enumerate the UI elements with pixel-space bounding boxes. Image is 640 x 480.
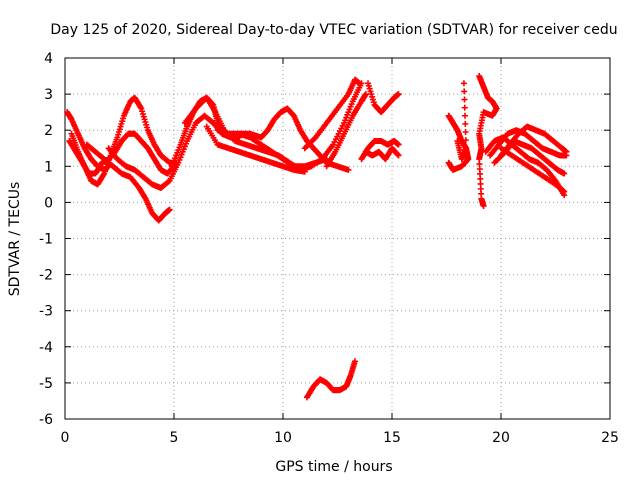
y-tick-label: 1 (44, 159, 53, 175)
data-point-marker (463, 145, 470, 152)
series-arc-9 (214, 105, 352, 173)
x-tick-label: 0 (61, 430, 70, 446)
data-point-marker (356, 80, 363, 87)
series-arc-22 (498, 145, 568, 195)
data-point-marker (561, 188, 568, 195)
data-point-marker (480, 203, 487, 210)
x-tick-label: 15 (383, 430, 401, 446)
x-tick-label: 20 (492, 430, 510, 446)
data-point-marker (462, 120, 469, 127)
series-arc-10 (301, 76, 363, 152)
data-point-marker (362, 91, 369, 98)
data-point-marker (461, 96, 468, 103)
data-point-marker (394, 151, 401, 158)
data-point-marker (461, 88, 468, 95)
data-point-marker (445, 159, 452, 166)
series-arc-23 (491, 138, 568, 177)
series-arc-15 (303, 358, 358, 401)
data-point-marker (462, 137, 469, 144)
x-tick-label: 5 (170, 430, 179, 446)
y-tick-label: -1 (39, 232, 53, 248)
series-arc-16 (445, 112, 472, 173)
series-arc-3 (68, 94, 180, 188)
data-point-marker (563, 148, 570, 155)
x-axis-ticks: 0 5 10 15 20 25 (61, 58, 619, 446)
chart-title: Day 125 of 2020, Sidereal Day-to-day VTE… (50, 22, 617, 38)
y-axis-label: SDTVAR / TECUs (7, 182, 23, 297)
series-arc-17 (454, 80, 470, 163)
y-tick-label: -5 (39, 376, 53, 392)
data-point-marker (461, 104, 468, 111)
data-point-marker (165, 178, 172, 185)
y-tick-label: 0 (44, 195, 53, 211)
data-point-marker (301, 168, 308, 175)
data-point-marker (166, 206, 173, 213)
data-point-marker (560, 187, 567, 194)
data-point-marker (561, 170, 568, 177)
y-tick-label: 4 (44, 51, 53, 67)
x-tick-label: 10 (274, 430, 292, 446)
x-tick-label: 25 (601, 430, 619, 446)
y-tick-label: -4 (39, 340, 53, 356)
series-arc-21 (498, 123, 570, 159)
series-arc-4 (83, 141, 173, 224)
x-axis-label: GPS time / hours (275, 459, 392, 475)
data-point-marker (395, 152, 402, 159)
y-tick-label: 3 (44, 87, 53, 103)
y-tick-label: -3 (39, 304, 53, 320)
series-arc-14 (362, 145, 402, 163)
series-arc-18 (476, 73, 500, 210)
y-tick-label: -2 (39, 268, 53, 284)
series-arc-8 (203, 123, 308, 175)
data-point-marker (351, 358, 358, 365)
y-tick-label: 2 (44, 123, 53, 139)
data-point-marker (395, 141, 402, 148)
y-tick-label: -6 (39, 412, 53, 428)
data-point-marker (462, 129, 469, 136)
data-point-marker (345, 166, 352, 173)
data-points (64, 73, 570, 401)
data-point-marker (395, 91, 402, 98)
series-arc-12 (365, 80, 402, 116)
y-axis-ticks: -6 -5 -4 -3 -2 -1 0 1 2 3 4 (39, 51, 610, 428)
series-arc-7 (181, 80, 365, 173)
data-point-marker (460, 80, 467, 87)
series-arc-11 (323, 91, 369, 170)
data-point-marker (462, 112, 469, 119)
